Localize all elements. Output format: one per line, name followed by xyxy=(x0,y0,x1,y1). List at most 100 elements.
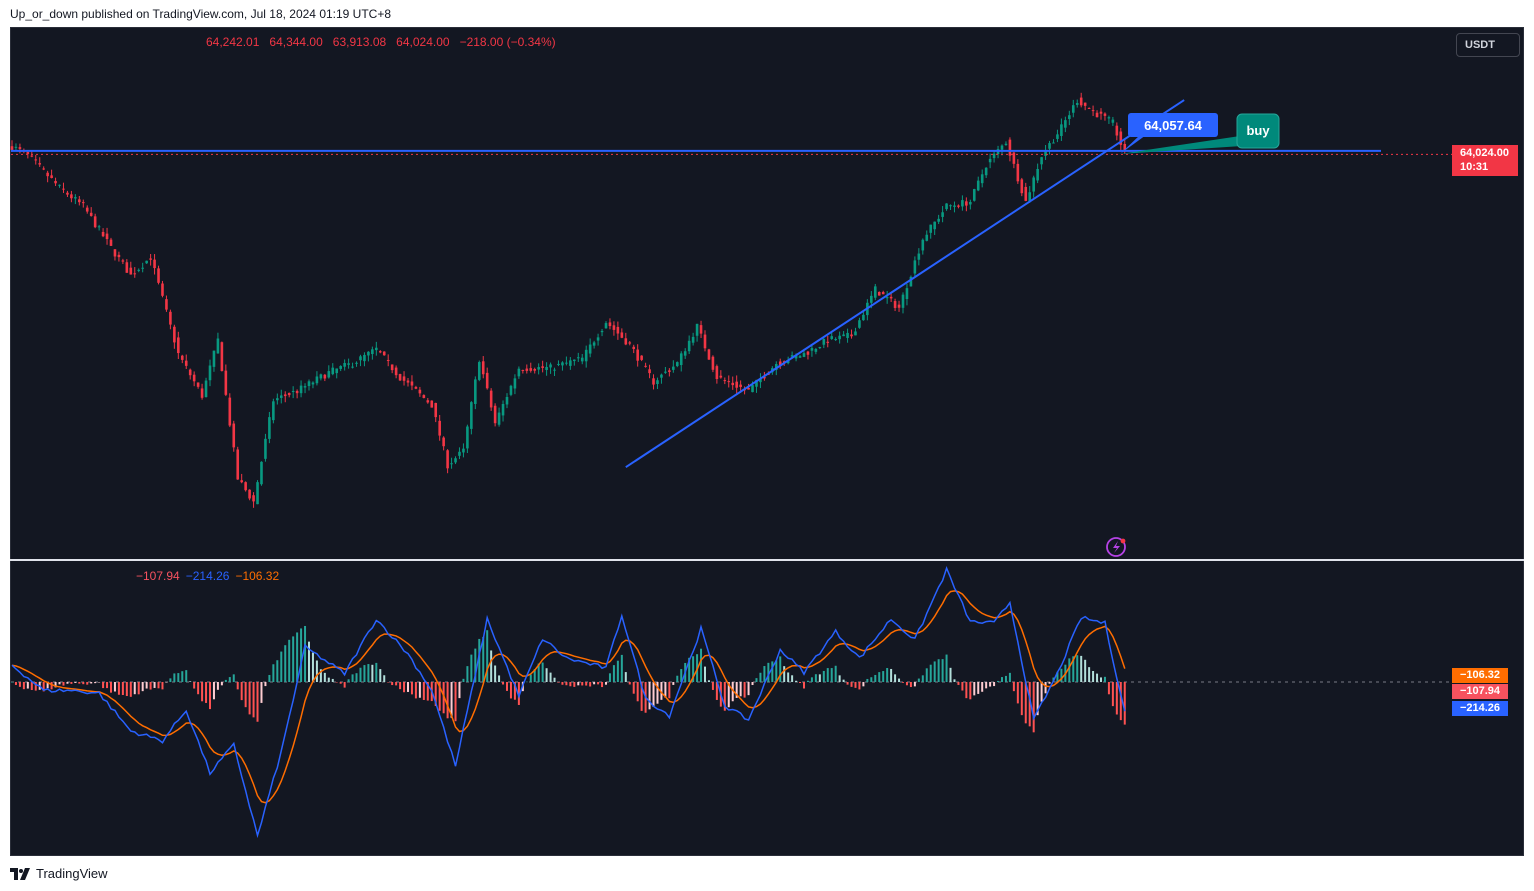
histogram-bar xyxy=(886,668,889,682)
candle-body xyxy=(180,355,184,360)
histogram-bar xyxy=(620,654,623,682)
candle-body xyxy=(279,395,283,398)
histogram-bar xyxy=(121,682,124,696)
histogram-bar xyxy=(113,682,116,692)
histogram-bar xyxy=(462,678,465,682)
histogram-bar xyxy=(664,682,667,698)
candle-body xyxy=(604,323,608,329)
candle-body xyxy=(965,201,968,206)
histogram-bar xyxy=(989,682,992,687)
histogram-bar xyxy=(30,682,33,691)
histogram-bar xyxy=(474,648,477,682)
candle-body xyxy=(727,381,731,383)
histogram-bar xyxy=(715,682,718,700)
candle-body xyxy=(101,231,105,237)
candle-body xyxy=(42,168,45,170)
histogram-bar xyxy=(826,668,829,682)
ohlc-low: 63,913.08 xyxy=(332,35,387,49)
candle-body xyxy=(339,366,342,369)
histogram-bar xyxy=(248,682,251,715)
candle-body xyxy=(854,331,857,336)
currency-button[interactable]: USDT xyxy=(1456,33,1520,57)
histogram-bar xyxy=(1072,656,1075,682)
candle-body xyxy=(196,382,200,387)
candle-body xyxy=(846,332,849,338)
candle-body xyxy=(307,381,311,387)
histogram-bar xyxy=(858,682,861,690)
candle-body xyxy=(897,304,901,308)
histogram-bar xyxy=(212,682,215,700)
candle-body xyxy=(1087,107,1091,109)
candle-body xyxy=(458,451,461,456)
candle-body xyxy=(687,340,691,352)
histogram-bar xyxy=(410,682,413,695)
candle-body xyxy=(283,394,287,397)
histogram-bar xyxy=(874,674,877,682)
histogram-bar xyxy=(1028,682,1031,727)
candle-body xyxy=(822,339,826,345)
histogram-bar xyxy=(533,669,536,682)
histogram-bar xyxy=(482,636,485,682)
candle-body xyxy=(121,260,125,262)
candle-body xyxy=(1052,142,1055,144)
histogram-bar xyxy=(466,666,469,682)
candle-body xyxy=(394,367,398,376)
histogram-bar xyxy=(1084,659,1087,682)
candle-body xyxy=(244,482,247,491)
candle-body xyxy=(980,174,984,184)
histogram-bar xyxy=(201,682,204,702)
histogram-bar xyxy=(450,682,453,718)
candle-body xyxy=(1091,110,1095,112)
chart-canvas[interactable] xyxy=(10,27,1524,856)
histogram-bar xyxy=(300,628,303,682)
histogram-bar xyxy=(1068,658,1071,682)
macd-line-tag: −214.26 xyxy=(1452,701,1508,716)
candle-body xyxy=(525,368,529,371)
candle-body xyxy=(442,437,445,447)
histogram-bar xyxy=(632,682,635,694)
candle-body xyxy=(576,357,580,359)
candle-body xyxy=(422,395,426,398)
histogram-bar xyxy=(110,682,112,693)
histogram-bar xyxy=(656,682,659,704)
candle-body xyxy=(169,311,172,325)
candle-body xyxy=(850,334,853,337)
histogram-bar xyxy=(78,682,81,684)
histogram-bar xyxy=(276,660,279,682)
candle-body xyxy=(291,390,295,392)
candle-body xyxy=(715,366,719,380)
histogram-bar xyxy=(636,682,639,702)
histogram-bar xyxy=(945,654,948,682)
buy-callout[interactable]: buy xyxy=(1120,113,1280,154)
candle-body xyxy=(62,188,65,190)
price-label-annotation[interactable]: 64,057.64 xyxy=(1120,113,1218,154)
histogram-bar xyxy=(252,682,255,718)
candle-body xyxy=(707,349,711,360)
candle-body xyxy=(961,200,964,207)
histogram-bar xyxy=(347,679,350,682)
candle-body xyxy=(735,381,738,388)
candle-body xyxy=(862,314,865,321)
histogram-bar xyxy=(743,682,746,698)
lightning-icon[interactable] xyxy=(1106,537,1126,557)
candle-body xyxy=(109,239,113,246)
candle-body xyxy=(18,147,22,149)
histogram-bar xyxy=(145,682,148,689)
pane-divider[interactable] xyxy=(10,559,1524,561)
histogram-bar xyxy=(937,659,940,682)
histogram-bar xyxy=(799,682,802,683)
histogram-bar xyxy=(795,680,798,682)
footer-brand[interactable]: TradingView xyxy=(10,866,108,881)
candle-body xyxy=(529,368,533,371)
histogram-bar xyxy=(1040,682,1043,702)
histogram-bar xyxy=(668,682,671,699)
candle-body xyxy=(1111,119,1115,123)
histogram-bar xyxy=(850,682,853,687)
candle-body xyxy=(755,379,758,387)
candle-body xyxy=(1008,139,1012,156)
candle-body xyxy=(608,322,612,327)
histogram-bar xyxy=(216,682,219,690)
histogram-bar xyxy=(292,636,295,682)
histogram-bar xyxy=(723,682,726,711)
